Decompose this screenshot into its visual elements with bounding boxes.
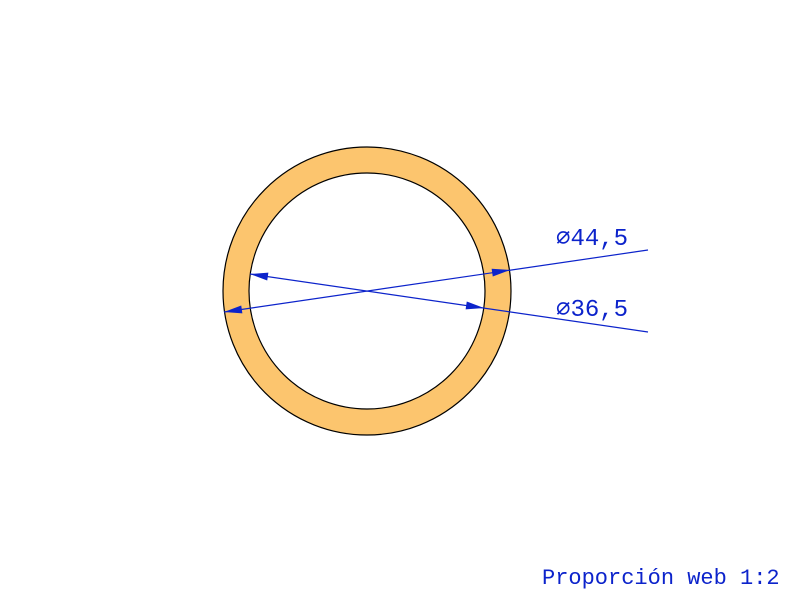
dimension-arrowhead: [466, 301, 484, 309]
diagram-svg: [0, 0, 800, 600]
footer-text: Proporción web 1:2: [542, 566, 780, 591]
diagram-canvas: ⌀44,5 ⌀36,5 Proporción web 1:2: [0, 0, 800, 600]
dimension-arrowhead: [250, 273, 268, 281]
outer-diameter-label: ⌀44,5: [556, 223, 628, 253]
inner-diameter-label: ⌀36,5: [556, 294, 628, 324]
